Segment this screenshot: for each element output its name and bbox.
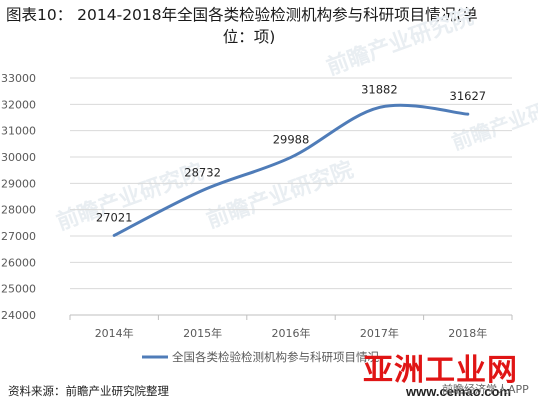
- x-tick-label: 2014年: [95, 326, 134, 340]
- data-label: 27021: [96, 210, 133, 224]
- y-tick-label: 33000: [1, 72, 36, 85]
- chart-title-line-1: 图表10： 2014-2018年全国各类检验检测机构参与科研项目情况(单: [6, 6, 478, 24]
- y-tick-label: 29000: [1, 177, 36, 190]
- y-tick-label: 27000: [1, 230, 36, 243]
- x-tick-label: 2015年: [183, 326, 222, 340]
- watermark-url: www.cemao.com: [406, 384, 511, 399]
- x-tick-label: 2017年: [360, 326, 399, 340]
- series-line: [112, 103, 470, 237]
- watermark-text: 前瞻产业研究院: [323, 4, 477, 81]
- y-tick-label: 25000: [1, 283, 36, 296]
- x-tick-label: 2018年: [448, 326, 487, 340]
- source-note: 资料来源：前瞻产业研究院整理: [8, 384, 169, 398]
- y-tick-label: 30000: [1, 151, 36, 164]
- watermark-app-label: 前瞻经济学人APP: [442, 383, 529, 396]
- y-tick-label: 28000: [1, 204, 36, 217]
- data-label: 31627: [450, 89, 487, 103]
- data-label: 28732: [184, 165, 221, 179]
- x-tick-label: 2016年: [272, 326, 311, 340]
- y-tick-label: 24000: [1, 309, 36, 322]
- data-label: 31882: [361, 82, 398, 96]
- data-label: 29988: [273, 132, 310, 146]
- legend-label: 全国各类检验检测机构参与科研项目情况: [172, 350, 379, 364]
- watermark-brand-logo: 亚洲工业网: [363, 353, 518, 388]
- chart-title-line-2: 位：项): [222, 28, 276, 46]
- y-tick-label: 31000: [1, 125, 36, 138]
- y-tick-label: 32000: [1, 98, 36, 111]
- watermark-text: 前瞻产业研究院: [203, 157, 357, 234]
- chart-title: 图表10： 2014-2018年全国各类检验检测机构参与科研项目情况(单 位：项…: [6, 4, 532, 48]
- y-tick-label: 26000: [1, 256, 36, 269]
